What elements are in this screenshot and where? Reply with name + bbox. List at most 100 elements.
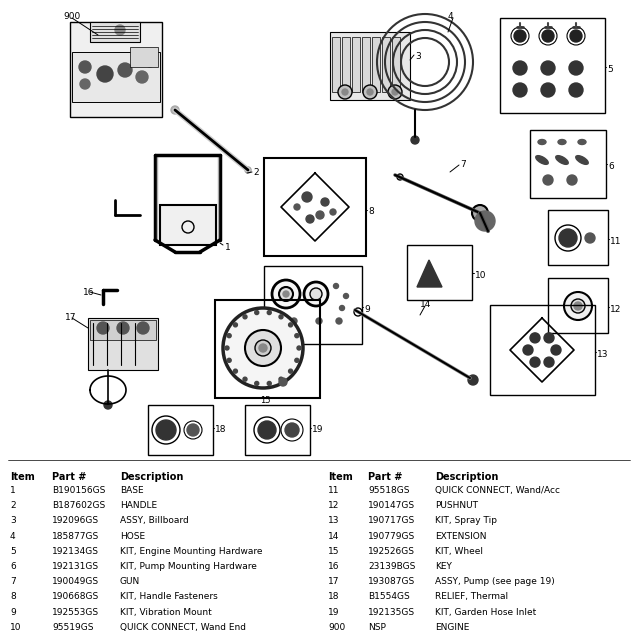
- Circle shape: [363, 85, 377, 99]
- Circle shape: [472, 205, 488, 221]
- Bar: [90, 320, 156, 340]
- Text: 9: 9: [10, 608, 16, 617]
- Circle shape: [234, 369, 237, 373]
- Text: 7: 7: [460, 160, 466, 169]
- Circle shape: [513, 61, 527, 75]
- Text: QUICK CONNECT, Wand End: QUICK CONNECT, Wand End: [120, 623, 246, 632]
- Text: QUICK CONNECT, Wand/Acc: QUICK CONNECT, Wand/Acc: [435, 486, 560, 495]
- Circle shape: [288, 323, 293, 327]
- Bar: [72, 52, 160, 102]
- Circle shape: [187, 424, 199, 436]
- Circle shape: [343, 293, 348, 298]
- Circle shape: [271, 318, 277, 324]
- Circle shape: [321, 198, 329, 206]
- Text: 1: 1: [10, 486, 16, 495]
- Circle shape: [295, 358, 299, 362]
- Bar: [215, 300, 320, 398]
- Circle shape: [80, 79, 90, 89]
- Circle shape: [279, 315, 283, 319]
- Text: GUN: GUN: [120, 577, 140, 586]
- Text: 192131GS: 192131GS: [52, 562, 99, 571]
- Bar: [245, 405, 310, 455]
- Bar: [530, 130, 606, 198]
- Text: 12: 12: [610, 305, 621, 314]
- Circle shape: [104, 401, 112, 409]
- Circle shape: [388, 85, 402, 99]
- Bar: [382, 37, 390, 92]
- Text: 6: 6: [10, 562, 16, 571]
- Circle shape: [136, 71, 148, 83]
- Text: 192553GS: 192553GS: [52, 608, 99, 617]
- Text: 14: 14: [420, 300, 431, 309]
- Circle shape: [304, 282, 328, 306]
- Text: 192096GS: 192096GS: [52, 516, 99, 525]
- Text: Description: Description: [120, 472, 183, 482]
- Bar: [90, 22, 140, 42]
- Bar: [88, 318, 158, 370]
- Text: 4: 4: [448, 12, 454, 21]
- Text: 11: 11: [610, 237, 621, 246]
- Circle shape: [392, 89, 398, 95]
- Circle shape: [279, 378, 287, 386]
- Circle shape: [330, 209, 336, 215]
- Bar: [548, 278, 608, 333]
- Circle shape: [530, 357, 540, 367]
- Text: 900: 900: [63, 12, 80, 21]
- Circle shape: [243, 377, 247, 381]
- Text: KIT, Spray Tip: KIT, Spray Tip: [435, 516, 497, 525]
- Circle shape: [259, 344, 267, 352]
- Circle shape: [569, 61, 583, 75]
- Bar: [332, 37, 340, 92]
- Text: 6: 6: [608, 162, 614, 171]
- Text: 17: 17: [328, 577, 339, 586]
- Circle shape: [267, 311, 271, 314]
- Bar: [330, 32, 410, 100]
- Text: 14: 14: [328, 532, 339, 541]
- Circle shape: [245, 167, 251, 173]
- Text: HANDLE: HANDLE: [120, 501, 157, 510]
- Circle shape: [156, 420, 176, 440]
- Bar: [352, 37, 360, 92]
- Text: 11: 11: [328, 486, 339, 495]
- Text: 3: 3: [415, 52, 420, 61]
- Circle shape: [541, 83, 555, 97]
- Text: Part #: Part #: [368, 472, 403, 482]
- Text: Item: Item: [10, 472, 34, 482]
- Circle shape: [514, 30, 526, 42]
- Circle shape: [342, 89, 348, 95]
- Circle shape: [544, 333, 554, 343]
- Ellipse shape: [578, 139, 586, 144]
- Text: KIT, Engine Mounting Hardware: KIT, Engine Mounting Hardware: [120, 547, 262, 556]
- Text: 16: 16: [328, 562, 339, 571]
- Circle shape: [530, 333, 540, 343]
- Ellipse shape: [556, 156, 568, 164]
- Circle shape: [234, 323, 237, 327]
- Text: ASSY, Billboard: ASSY, Billboard: [120, 516, 189, 525]
- Circle shape: [316, 318, 322, 324]
- Bar: [342, 37, 350, 92]
- Circle shape: [334, 284, 339, 288]
- Text: PUSHNUT: PUSHNUT: [435, 501, 478, 510]
- Text: KIT, Handle Fasteners: KIT, Handle Fasteners: [120, 592, 218, 601]
- Text: B190156GS: B190156GS: [52, 486, 105, 495]
- Circle shape: [223, 308, 303, 388]
- Text: 900: 900: [328, 623, 345, 632]
- Text: 4: 4: [10, 532, 15, 541]
- Text: 19: 19: [312, 425, 323, 434]
- Circle shape: [338, 85, 352, 99]
- Text: 193087GS: 193087GS: [368, 577, 415, 586]
- Bar: [70, 22, 162, 117]
- Circle shape: [310, 288, 322, 300]
- Circle shape: [291, 318, 297, 324]
- Text: 190049GS: 190049GS: [52, 577, 99, 586]
- Bar: [500, 18, 605, 113]
- Circle shape: [255, 340, 271, 356]
- Ellipse shape: [536, 156, 548, 164]
- Bar: [160, 205, 216, 245]
- Bar: [407, 245, 472, 300]
- Circle shape: [567, 175, 577, 185]
- Text: 13: 13: [597, 350, 609, 359]
- Circle shape: [294, 204, 300, 210]
- Circle shape: [316, 211, 324, 219]
- Circle shape: [279, 287, 293, 301]
